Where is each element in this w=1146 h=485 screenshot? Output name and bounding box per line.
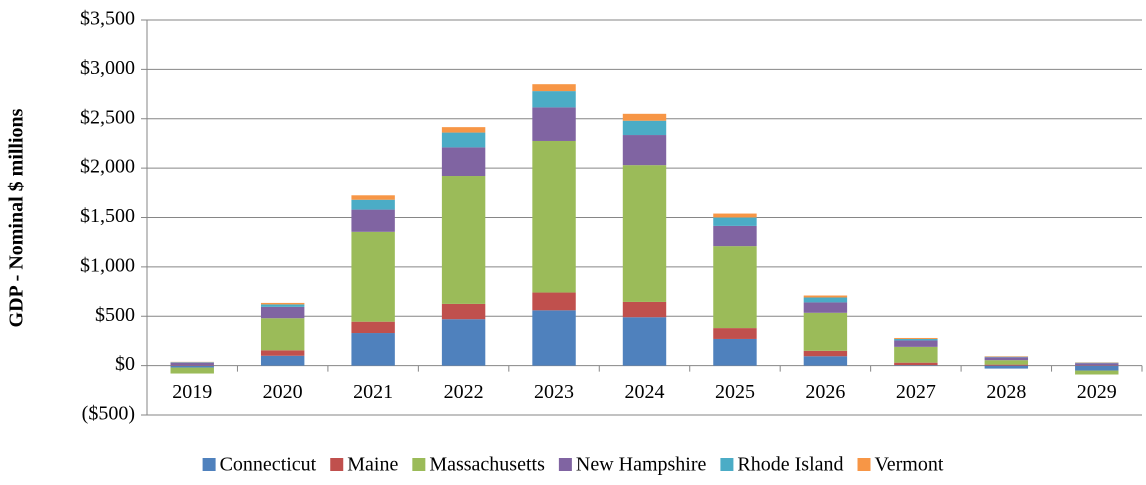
bar-segment <box>803 295 848 298</box>
bar-segment <box>803 312 848 351</box>
legend-swatch <box>330 458 344 471</box>
x-tick-label: 2019 <box>172 381 212 403</box>
bar-segment <box>441 132 486 148</box>
bar-segment <box>260 302 305 305</box>
legend-swatch <box>720 458 734 471</box>
bar-segment <box>803 350 848 357</box>
y-tick-label: $0 <box>115 353 135 375</box>
legend-label: Rhode Island <box>737 454 843 476</box>
bar-segment <box>894 362 938 366</box>
bar-segment <box>351 231 395 322</box>
bar-segment <box>351 333 395 366</box>
y-tick-label: $1,000 <box>80 254 135 276</box>
bar-segment <box>170 365 214 368</box>
bar-segment <box>803 356 848 366</box>
bar-segment <box>351 195 395 200</box>
y-axis-label: GDP - Nominal $ millions <box>6 108 28 327</box>
legend-label: Connecticut <box>220 454 317 476</box>
bar-segment <box>441 127 486 133</box>
bar-segment <box>351 321 395 334</box>
bar-segment <box>260 304 305 307</box>
x-tick-label: 2025 <box>715 381 755 403</box>
bar-segment <box>894 337 938 339</box>
bar-segment <box>894 340 938 347</box>
bar-segment <box>351 209 395 232</box>
bar-segment <box>803 297 848 303</box>
bar-segment <box>803 302 848 313</box>
x-tick-label: 2023 <box>534 381 574 403</box>
legend-label: New Hampshire <box>576 454 707 476</box>
bar-segment <box>622 301 667 318</box>
bar-segment <box>170 367 214 374</box>
bar-segment <box>170 362 214 366</box>
bar-segment <box>622 135 667 166</box>
bar-segment <box>532 140 576 293</box>
bar-segment <box>1075 365 1119 371</box>
bar-segment <box>713 225 757 247</box>
bar-segment <box>260 306 305 319</box>
y-tick-label: ($500) <box>82 403 135 425</box>
y-tick-label: $1,500 <box>80 205 135 227</box>
bar-segment <box>532 84 576 92</box>
x-tick-label: 2024 <box>625 381 665 403</box>
bar-segment <box>622 165 667 302</box>
legend-swatch <box>202 458 216 471</box>
bar-segment <box>894 346 938 363</box>
bar-segment <box>1075 370 1119 375</box>
bar-segment <box>984 365 1029 369</box>
bar-segment <box>984 357 1029 361</box>
legend-label: Massachusetts <box>429 454 545 476</box>
bar-segment <box>441 319 486 366</box>
y-tick-label: $3,000 <box>80 57 135 79</box>
bar-segment <box>713 328 757 339</box>
bar-segment <box>622 317 667 366</box>
bar-segment <box>622 113 667 121</box>
x-tick-label: 2027 <box>896 381 936 403</box>
bar-segment <box>532 292 576 311</box>
bar-segment <box>713 217 757 226</box>
x-tick-label: 2021 <box>353 381 393 403</box>
bar-segment <box>713 338 757 366</box>
bar-segment <box>441 303 486 320</box>
bar-segment <box>532 310 576 366</box>
legend-swatch <box>558 458 572 471</box>
legend-label: Vermont <box>875 454 944 476</box>
bar-segment <box>984 360 1029 365</box>
bar-segment <box>260 318 305 351</box>
y-tick-label: $2,000 <box>80 156 135 178</box>
y-tick-label: $500 <box>95 304 135 326</box>
bar-segment <box>260 350 305 356</box>
bar-segment <box>622 120 667 136</box>
legend-label: Maine <box>347 454 398 476</box>
bar-segment <box>713 246 757 329</box>
bar-segment <box>1075 363 1119 366</box>
bar-segment <box>984 364 1029 366</box>
legend-swatch <box>412 458 426 471</box>
x-tick-label: 2029 <box>1077 381 1117 403</box>
bar-segment <box>260 355 305 366</box>
bar-segment <box>441 147 486 177</box>
y-tick-label: $2,500 <box>80 106 135 128</box>
y-tick-label: $3,500 <box>80 8 135 30</box>
legend-swatch <box>857 458 871 471</box>
bar-segment <box>532 91 576 108</box>
x-tick-label: 2022 <box>444 381 484 403</box>
bar-segment <box>532 107 576 141</box>
bar-segment <box>713 213 757 218</box>
bar-segment <box>351 199 395 210</box>
bar-segment <box>894 338 938 341</box>
bar-segment <box>441 176 486 304</box>
x-tick-label: 2020 <box>263 381 303 403</box>
x-tick-label: 2026 <box>805 381 845 403</box>
x-tick-label: 2028 <box>986 381 1026 403</box>
